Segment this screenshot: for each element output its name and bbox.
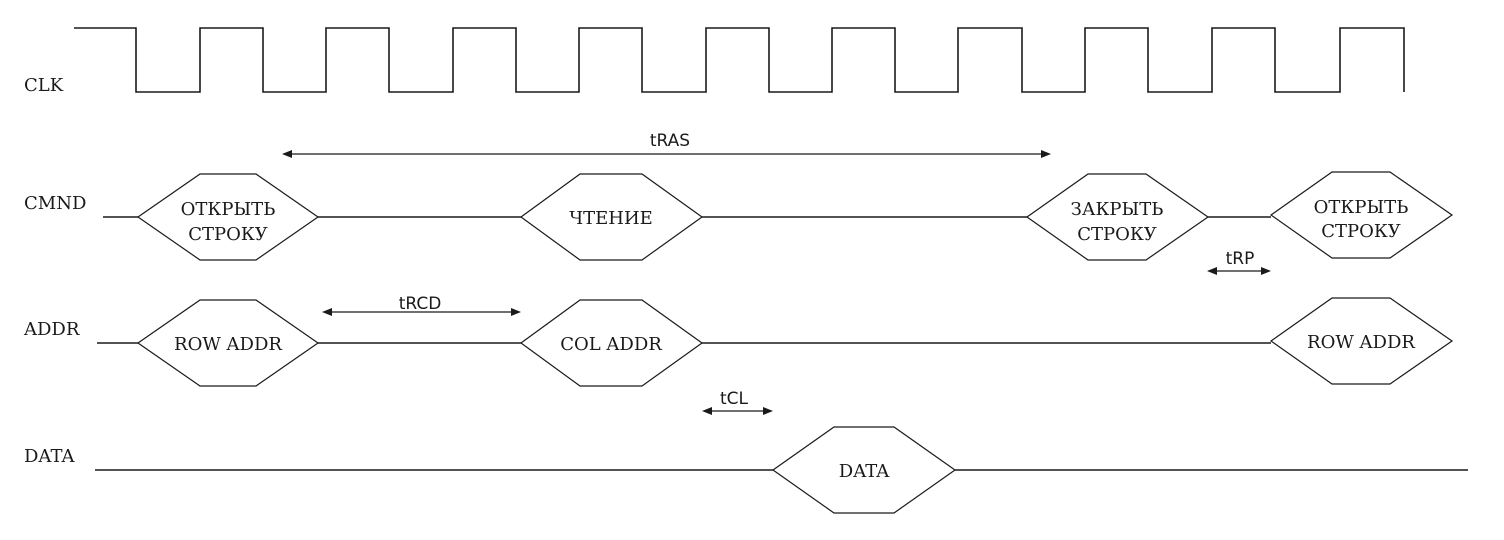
addr-label: ADDR <box>23 319 80 340</box>
cmnd-cell-open-row-2-line-2: СТРОКУ <box>1321 221 1401 242</box>
tras-label: tRAS <box>650 131 690 151</box>
data-label: DATA <box>24 446 75 467</box>
cmnd-cell-close-row-line-1: ЗАКРЫТЬ <box>1071 199 1164 220</box>
trcd-arrow <box>322 308 521 316</box>
cmnd-cell-open-row-2-line-1: ОТКРЫТЬ <box>1314 197 1409 218</box>
tcl-label: tCL <box>720 389 749 409</box>
trp-label: tRP <box>1226 249 1255 269</box>
cmnd-cell-open-row-1: ОТКРЫТЬ СТРОКУ <box>136 173 320 261</box>
trp-arrow <box>1207 267 1271 275</box>
cmnd-cell-close-row: ЗАКРЫТЬ СТРОКУ <box>1025 173 1210 261</box>
cmnd-cell-open-row-1-line-1: ОТКРЫТЬ <box>181 199 276 220</box>
cmnd-cell-read-line-1: ЧТЕНИЕ <box>569 208 653 229</box>
trcd-label: tRCD <box>399 294 442 314</box>
cmnd-cell-open-row-1-line-2: СТРОКУ <box>188 224 268 245</box>
cmnd-cell-open-row-2: ОТКРЫТЬ СТРОКУ <box>1269 171 1454 259</box>
addr-cell-row-2: ROW ADDR <box>1269 297 1454 385</box>
cmnd-label: CMND <box>24 193 86 214</box>
addr-cell-row-1: ROW ADDR <box>136 299 320 387</box>
addr-cell-col-text: COL ADDR <box>560 334 662 355</box>
cmnd-cell-close-row-line-2: СТРОКУ <box>1077 224 1157 245</box>
clk-label: CLK <box>24 75 64 96</box>
tcl-arrow <box>702 407 773 415</box>
clk-waveform <box>74 27 1405 93</box>
addr-cell-col: COL ADDR <box>519 299 704 387</box>
tras-arrow <box>282 150 1051 158</box>
addr-cell-row-2-text: ROW ADDR <box>1307 332 1415 353</box>
data-cell: DATA <box>771 426 957 514</box>
addr-cell-row-1-text: ROW ADDR <box>174 334 282 355</box>
cmnd-cell-read: ЧТЕНИЕ <box>519 173 704 261</box>
data-cell-text: DATA <box>839 461 890 482</box>
